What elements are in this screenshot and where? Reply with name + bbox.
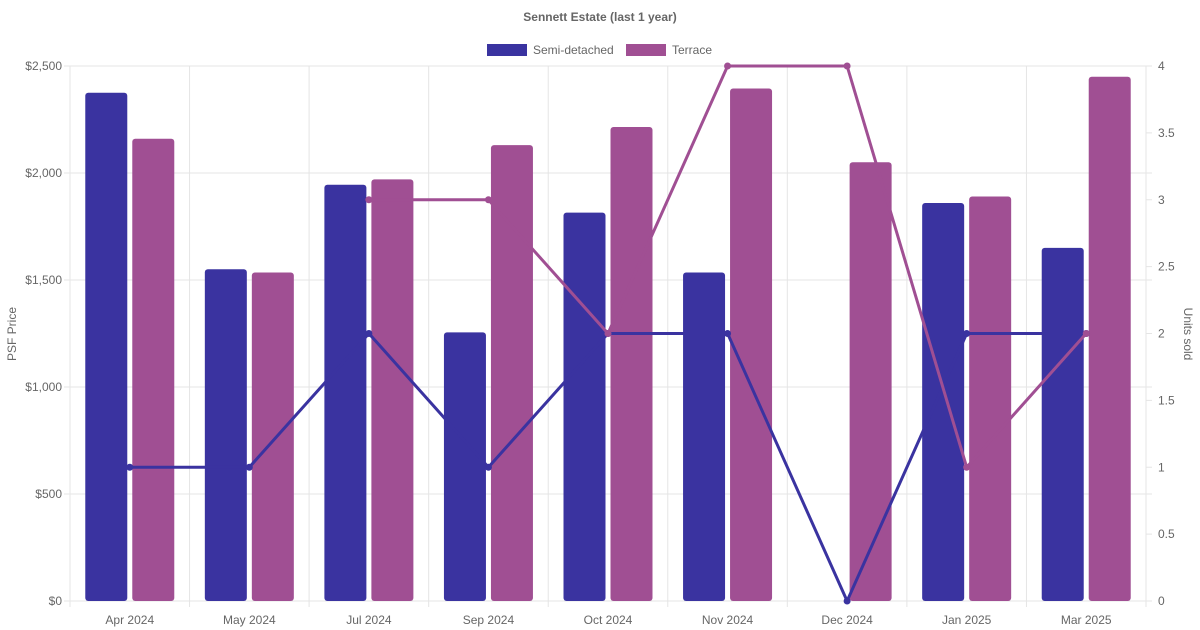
bar-semi-detached[interactable] bbox=[204, 269, 247, 601]
y-right-tick-label: 0 bbox=[1158, 594, 1165, 608]
x-tick-label: Jul 2024 bbox=[346, 613, 392, 627]
bar-terrace[interactable] bbox=[371, 179, 414, 602]
legend-swatch-terrace bbox=[626, 44, 666, 56]
y-right-tick-label: 4 bbox=[1158, 59, 1165, 73]
point-semi-detached-units-sold[interactable] bbox=[245, 463, 253, 471]
legend: Semi-detached Terrace bbox=[487, 43, 712, 57]
bar-semi-detached[interactable] bbox=[85, 92, 128, 601]
y-left-tick-label: $2,500 bbox=[25, 59, 62, 73]
bars bbox=[85, 76, 1131, 602]
bar-semi-detached[interactable] bbox=[683, 272, 726, 601]
y-right-tick-label: 1.5 bbox=[1158, 393, 1175, 407]
bar-terrace[interactable] bbox=[132, 138, 175, 601]
x-tick-label: Apr 2024 bbox=[105, 613, 154, 627]
y-left-tick-label: $500 bbox=[35, 487, 62, 501]
point-semi-detached-units-sold[interactable] bbox=[843, 597, 851, 605]
bar-terrace[interactable] bbox=[969, 196, 1012, 602]
point-semi-detached-units-sold[interactable] bbox=[484, 463, 492, 471]
y-right-tick-label: 1 bbox=[1158, 460, 1165, 474]
y-left-tick-label: $1,000 bbox=[25, 380, 62, 394]
legend-item-semi-detached[interactable]: Semi-detached bbox=[487, 43, 614, 57]
bar-semi-detached[interactable] bbox=[443, 332, 486, 601]
legend-label-terrace: Terrace bbox=[672, 43, 712, 57]
point-terrace-units-sold[interactable] bbox=[1082, 330, 1090, 337]
bar-semi-detached[interactable] bbox=[1041, 247, 1084, 601]
legend-swatch-semi-detached bbox=[487, 44, 527, 56]
point-terrace-units-sold[interactable] bbox=[484, 196, 492, 204]
bar-terrace[interactable] bbox=[849, 162, 892, 602]
y-right-tick-label: 3 bbox=[1158, 193, 1165, 207]
bar-terrace[interactable] bbox=[1088, 76, 1131, 601]
bar-terrace[interactable] bbox=[251, 272, 294, 601]
point-terrace-units-sold[interactable] bbox=[843, 62, 851, 70]
point-semi-detached-units-sold[interactable] bbox=[724, 330, 732, 337]
x-tick-label: Mar 2025 bbox=[1061, 613, 1112, 627]
y-right-tick-label: 2.5 bbox=[1158, 260, 1175, 274]
y-right-tick-label: 3.5 bbox=[1158, 126, 1175, 140]
lines bbox=[126, 62, 1090, 605]
y-right-tick-label: 2 bbox=[1158, 327, 1165, 341]
legend-label-semi-detached: Semi-detached bbox=[533, 43, 614, 57]
bar-semi-detached[interactable] bbox=[563, 212, 606, 601]
x-tick-label: Sep 2024 bbox=[463, 613, 515, 627]
point-terrace-units-sold[interactable] bbox=[963, 463, 971, 471]
point-terrace-units-sold[interactable] bbox=[604, 330, 612, 337]
chart-title: Sennett Estate (last 1 year) bbox=[523, 10, 676, 24]
x-tick-label: Jan 2025 bbox=[942, 613, 992, 627]
bar-terrace[interactable] bbox=[610, 126, 653, 602]
point-semi-detached-units-sold[interactable] bbox=[963, 330, 971, 337]
x-tick-label: May 2024 bbox=[223, 613, 276, 627]
y-right-axis-title: Units sold bbox=[1181, 308, 1195, 361]
legend-item-terrace[interactable]: Terrace bbox=[626, 43, 712, 57]
bar-semi-detached[interactable] bbox=[324, 184, 367, 601]
point-terrace-units-sold[interactable] bbox=[724, 62, 732, 70]
point-semi-detached-units-sold[interactable] bbox=[365, 330, 373, 337]
bar-terrace[interactable] bbox=[490, 145, 533, 601]
y-right-tick-label: 0.5 bbox=[1158, 527, 1175, 541]
x-tick-label: Nov 2024 bbox=[702, 613, 754, 627]
x-tick-label: Oct 2024 bbox=[584, 613, 633, 627]
bar-semi-detached[interactable] bbox=[922, 202, 965, 601]
point-semi-detached-units-sold[interactable] bbox=[126, 463, 134, 471]
y-left-tick-label: $1,500 bbox=[25, 273, 62, 287]
axes: $0 $500 $1,000 $1,500 $2,000 $2,500 0 0.5 1 1.5 2 2… bbox=[25, 59, 1175, 627]
bar-terrace[interactable] bbox=[730, 88, 773, 602]
point-terrace-units-sold[interactable] bbox=[365, 196, 373, 204]
x-tick-label: Dec 2024 bbox=[821, 613, 873, 627]
y-left-axis-title: PSF Price bbox=[5, 307, 19, 361]
y-left-tick-label: $2,000 bbox=[25, 166, 62, 180]
y-left-tick-label: $0 bbox=[49, 594, 63, 608]
